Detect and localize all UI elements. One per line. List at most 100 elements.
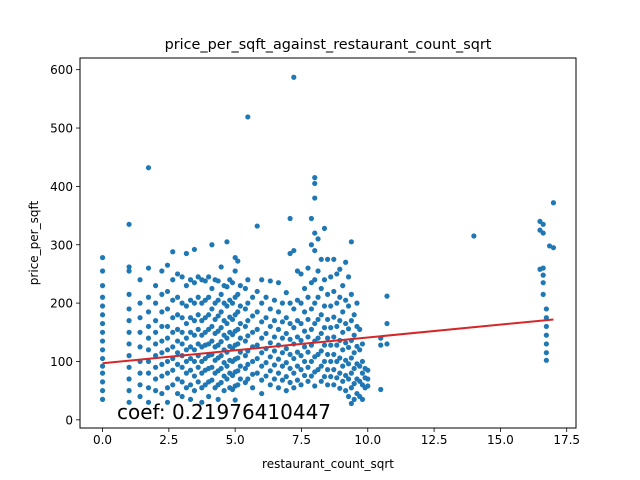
data-point [343,357,349,363]
data-point [321,325,328,331]
data-point [334,375,340,381]
data-point [348,318,354,324]
data-point [191,347,198,353]
data-point [145,323,152,330]
data-point [331,351,337,358]
data-point [312,230,318,236]
data-point [351,350,357,356]
data-point [357,363,363,369]
data-point [145,294,152,300]
data-point [218,291,224,297]
data-point [126,221,132,227]
data-point [321,303,328,309]
data-point [126,341,132,347]
data-point [325,351,331,358]
data-point [331,367,337,373]
data-point [331,382,337,388]
data-point [249,358,256,365]
data-point [152,353,159,359]
data-point [245,361,251,367]
data-point [312,383,318,389]
data-point [351,381,357,387]
data-point [294,268,301,274]
data-point [224,363,230,369]
data-point [179,379,185,385]
data-point [298,337,304,344]
data-point [215,297,221,303]
data-point [291,306,297,312]
data-point [191,280,198,286]
data-point [183,320,190,327]
data-point [170,382,176,388]
data-point [254,288,260,295]
data-point [187,277,194,283]
data-point [305,349,311,355]
data-point [345,376,352,382]
data-point [164,399,171,405]
data-point [308,306,314,312]
data-point [315,367,321,373]
y-tick-label: 500 [50,122,73,136]
data-point [164,347,171,353]
data-point [354,300,360,306]
data-point [263,373,269,379]
data-point [259,300,265,306]
data-point [337,294,343,300]
plot-frame [79,57,577,429]
data-point [245,114,251,120]
data-point [145,335,152,341]
data-point [224,284,230,290]
data-point [254,309,260,315]
data-point [337,318,343,324]
data-point [291,355,297,362]
data-point [187,315,194,321]
data-point [254,342,260,348]
data-point [183,347,190,353]
data-point [137,370,143,376]
data-point [345,393,352,400]
data-point [179,329,185,335]
data-point [254,370,260,376]
data-point [145,165,152,171]
data-point [287,320,293,327]
data-point [159,350,165,356]
data-point [365,376,371,382]
data-point [312,175,318,181]
data-point [331,334,337,340]
data-point [351,365,357,372]
data-point [99,396,106,402]
data-point [215,342,221,348]
data-point [183,335,190,341]
data-point [305,316,311,323]
data-point [283,315,289,321]
data-point [348,239,354,245]
data-point [271,334,278,340]
data-point [283,330,289,337]
data-point [318,285,324,292]
data-point [550,200,557,206]
data-point [206,312,212,318]
data-point [179,274,185,280]
data-point [126,268,132,274]
data-point [212,316,218,323]
data-point [291,370,297,376]
data-point [318,348,324,354]
data-point [294,349,301,355]
data-point [343,340,349,346]
data-point [283,346,289,352]
y-tick-label: 600 [50,63,73,77]
data-point [287,365,293,372]
data-point [209,242,215,248]
data-point [99,312,106,318]
data-point [540,221,546,227]
data-point [209,306,215,312]
data-point [137,277,143,283]
data-point [291,385,297,391]
data-point [187,382,194,388]
data-point [312,320,318,327]
data-point [298,271,304,277]
data-point [229,372,236,379]
data-point [187,396,194,402]
data-point [159,361,165,367]
y-tick-label: 400 [50,180,73,194]
